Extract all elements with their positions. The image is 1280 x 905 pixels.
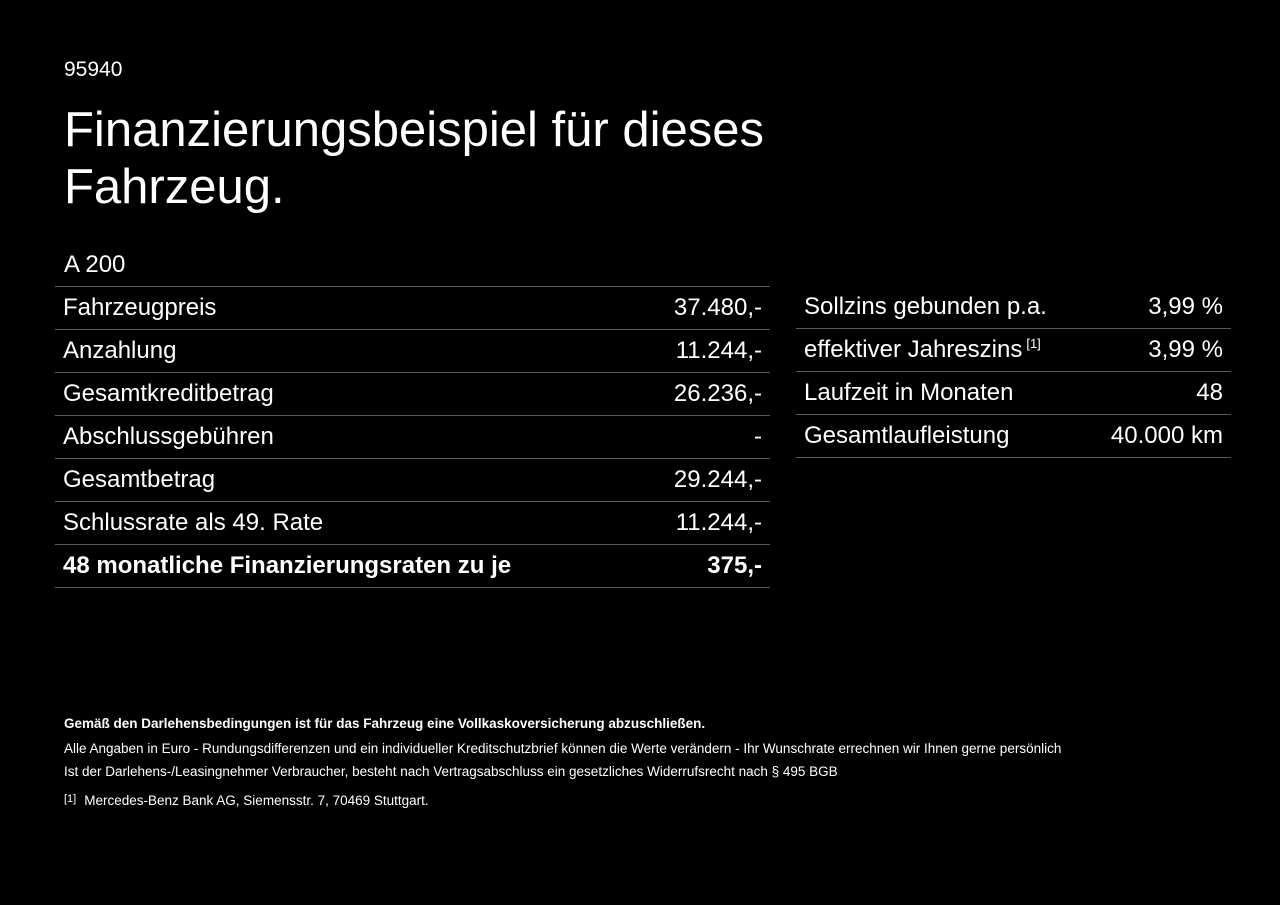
- table-row: Laufzeit in Monaten 48: [796, 371, 1231, 415]
- table-row: Gesamtkreditbetrag 26.236,-: [55, 372, 770, 416]
- withdrawal-note: Ist der Darlehens-/Leasingnehmer Verbrau…: [64, 764, 838, 779]
- table-row: Gesamtbetrag 29.244,-: [55, 458, 770, 502]
- row-value: 11.244,-: [639, 501, 770, 545]
- page-title: Finanzierungsbeispiel für dieses Fahrzeu…: [64, 103, 764, 214]
- row-label: Laufzeit in Monaten: [796, 371, 1087, 415]
- table-row: Fahrzeugpreis 37.480,-: [55, 286, 770, 330]
- row-label: Anzahlung: [55, 329, 640, 373]
- bank-footnote: [1] Mercedes-Benz Bank AG, Siemensstr. 7,…: [64, 793, 429, 808]
- row-label: Schlussrate als 49. Rate: [55, 501, 640, 545]
- euro-note: Alle Angaben in Euro - Rundungsdifferenz…: [64, 741, 1062, 756]
- financing-table: Fahrzeugpreis 37.480,- Anzahlung 11.244,- …: [55, 286, 770, 588]
- bank-address: Mercedes-Benz Bank AG, Siemensstr. 7, 70…: [84, 793, 429, 808]
- row-label-cell: effektiver Jahreszins [1]: [796, 328, 1087, 372]
- row-value: 29.244,-: [639, 458, 770, 502]
- insurance-note: Gemäß den Darlehensbedingungen ist für d…: [64, 716, 706, 731]
- vehicle-code: 95940: [64, 58, 123, 81]
- row-value: 40.000 km: [1087, 414, 1231, 458]
- row-value: 375,-: [639, 544, 770, 588]
- row-label: Gesamtkreditbetrag: [55, 372, 640, 416]
- table-row: Gesamtlaufleistung 40.000 km: [796, 414, 1231, 458]
- row-label: Gesamtlaufleistung: [796, 414, 1087, 458]
- row-label: Fahrzeugpreis: [55, 286, 640, 330]
- row-label: Gesamtbetrag: [55, 458, 640, 502]
- row-value: 3,99 %: [1087, 286, 1231, 329]
- row-label: Sollzins gebunden p.a.: [796, 286, 1087, 329]
- row-value: 37.480,-: [639, 286, 770, 330]
- row-label: 48 monatliche Finanzierungsraten zu je: [55, 544, 640, 588]
- footnote-marker: [1]: [1026, 336, 1041, 351]
- footnote-marker: [1]: [64, 793, 77, 805]
- row-value: 3,99 %: [1087, 328, 1231, 372]
- table-row: Schlussrate als 49. Rate 11.244,-: [55, 501, 770, 545]
- table-row: Abschlussgebühren -: [55, 415, 770, 459]
- row-label: effektiver Jahreszins: [804, 336, 1023, 363]
- row-label: Abschlussgebühren: [55, 415, 640, 459]
- table-row: Sollzins gebunden p.a. 3,99 %: [796, 286, 1231, 329]
- terms-table: Sollzins gebunden p.a. 3,99 % effektiver …: [796, 286, 1231, 458]
- table-row: effektiver Jahreszins [1] 3,99 %: [796, 328, 1231, 372]
- model-name: A 200: [64, 251, 126, 278]
- row-value: 26.236,-: [639, 372, 770, 416]
- row-value: 48: [1087, 371, 1231, 415]
- monthly-rate-row: 48 monatliche Finanzierungsraten zu je 37…: [55, 544, 770, 588]
- row-value: 11.244,-: [639, 329, 770, 373]
- table-row: Anzahlung 11.244,-: [55, 329, 770, 373]
- row-value: -: [639, 415, 770, 459]
